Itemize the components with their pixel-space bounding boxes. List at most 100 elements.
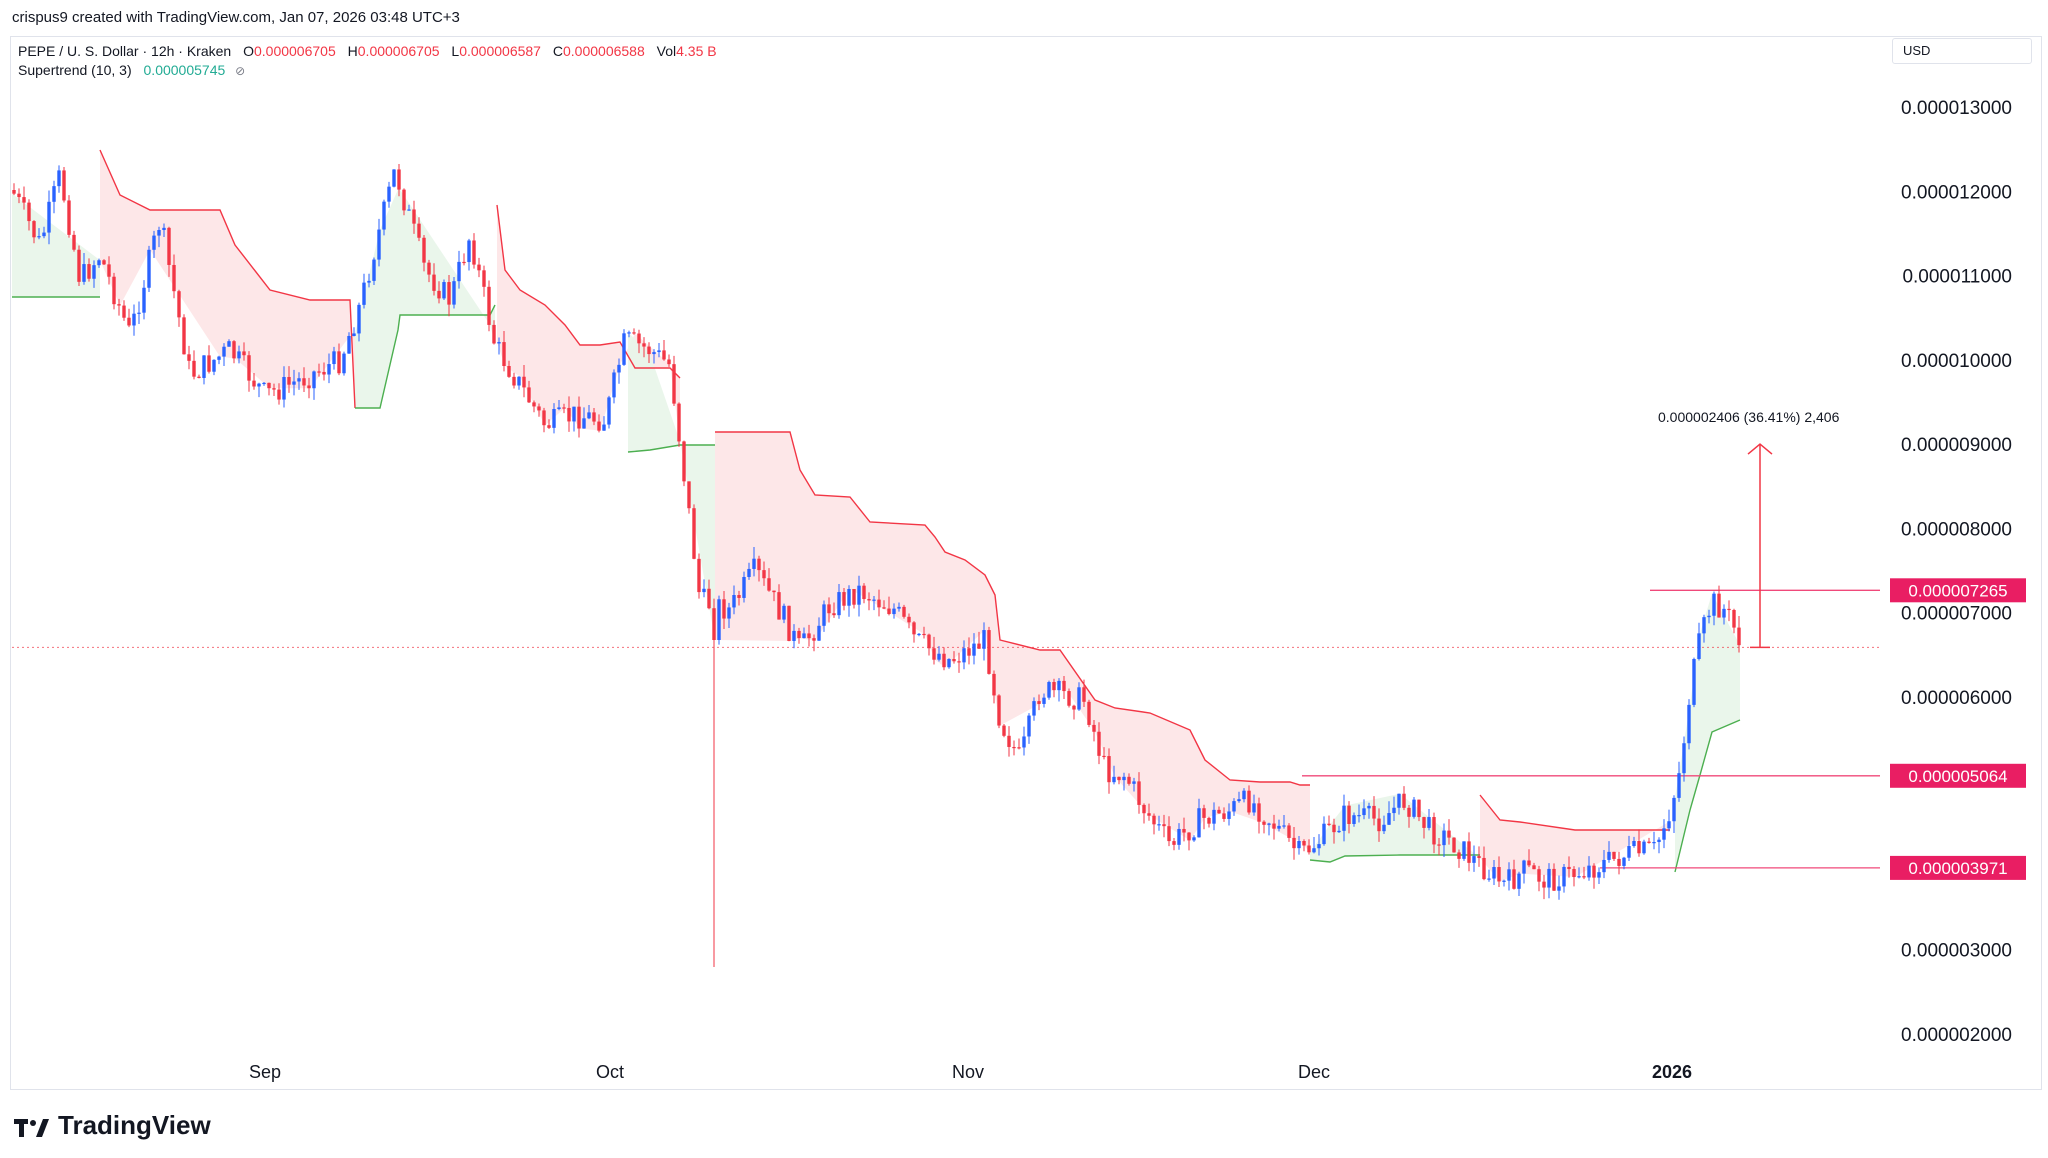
candle [1447, 819, 1451, 845]
candle-body [1287, 825, 1291, 838]
candle-body [1282, 825, 1286, 827]
candle-body [372, 259, 376, 281]
level-price-label-bg [1890, 855, 2026, 880]
candle [802, 627, 806, 639]
candle [77, 245, 81, 287]
supertrend-line [1479, 794, 1670, 831]
candle-body [747, 568, 751, 577]
candle [1702, 614, 1706, 643]
candle [1117, 776, 1121, 785]
candle-body [1362, 808, 1366, 816]
time-tick-label: Nov [952, 1062, 984, 1082]
candle-body [1197, 808, 1201, 838]
hide-indicator-icon[interactable]: ⊘ [235, 64, 246, 78]
candle [1732, 608, 1736, 634]
candle [32, 220, 36, 244]
candle [62, 167, 66, 203]
candle-body [1567, 866, 1571, 870]
candle [667, 354, 671, 367]
candle [907, 613, 911, 629]
candle [627, 330, 631, 338]
candle-body [537, 406, 541, 411]
level-price-label-text: 0.000003971 [1908, 859, 2007, 878]
candle-body [482, 270, 486, 287]
candle-body [1382, 824, 1386, 832]
candle-body [1247, 790, 1251, 813]
candle [767, 568, 771, 592]
candle-body [327, 364, 331, 375]
candle [417, 217, 421, 242]
candle-body [1087, 701, 1091, 725]
candle-body [102, 260, 106, 265]
price-tick-label: 0.000003000 [1901, 941, 2012, 962]
candle-body [1537, 869, 1541, 882]
candle-body [677, 403, 681, 442]
candle [562, 403, 566, 414]
candle-body [562, 407, 566, 409]
candle [577, 396, 581, 438]
candle [332, 346, 336, 370]
candle-body [307, 385, 311, 389]
candle [1637, 829, 1641, 857]
candle-body [122, 305, 126, 318]
candle-body [1137, 781, 1141, 805]
candle-body [612, 372, 616, 398]
candle-body [1592, 865, 1596, 878]
symbol-title[interactable]: PEPE / U. S. Dollar · 12h · Kraken [18, 43, 232, 59]
candle-body [462, 261, 466, 264]
candle-body [137, 312, 141, 314]
candle [497, 337, 501, 355]
candle [837, 583, 841, 619]
candle-body [1422, 817, 1426, 828]
candle-body [392, 169, 396, 187]
candle-body [1327, 823, 1331, 825]
candle [117, 298, 121, 316]
candle [967, 637, 971, 665]
candle-body [1507, 869, 1511, 881]
currency-selector[interactable]: USD [1892, 38, 2032, 64]
tradingview-logo[interactable]: TradingView [14, 1110, 211, 1141]
candle-body [1242, 790, 1246, 800]
candle-body [57, 170, 61, 187]
candle [797, 627, 801, 644]
candle [382, 199, 386, 236]
candle [807, 624, 811, 647]
candle-body [607, 397, 611, 425]
candle-body [127, 317, 131, 326]
candle-body [232, 341, 236, 359]
candle [732, 585, 736, 615]
candle-body [1277, 825, 1281, 829]
candle [827, 597, 831, 623]
candle [1032, 697, 1036, 721]
candle [912, 621, 916, 643]
candle [1552, 863, 1556, 891]
candle-body [977, 643, 981, 649]
open-label: O [243, 43, 254, 59]
candle [377, 218, 381, 267]
candle-body [27, 202, 31, 222]
candle [582, 407, 586, 429]
horizontal-levels: 0.000007265 0.000005064 0.000003971 [12, 578, 2026, 880]
candle [1577, 867, 1581, 879]
candle-body [152, 235, 156, 250]
candle-body [1147, 813, 1151, 816]
indicator-name[interactable]: Supertrend (10, 3) [18, 62, 132, 78]
candle [362, 273, 366, 309]
candle [1292, 827, 1296, 860]
candle [407, 204, 411, 211]
candle-body [1007, 735, 1011, 747]
candle [1252, 794, 1256, 816]
candle-body [1157, 824, 1161, 826]
candle [442, 279, 446, 301]
candle [927, 633, 931, 656]
candle-body [1542, 881, 1546, 888]
candle [227, 339, 231, 347]
candle-body [1347, 805, 1351, 824]
candle-body [697, 558, 701, 593]
candle [277, 383, 281, 405]
annotations: 0.000002406 (36.41%) 2,406 [1658, 409, 1840, 649]
candle-body [1632, 841, 1636, 847]
time-tick-label: Oct [596, 1062, 624, 1082]
candle-body [1392, 807, 1396, 814]
